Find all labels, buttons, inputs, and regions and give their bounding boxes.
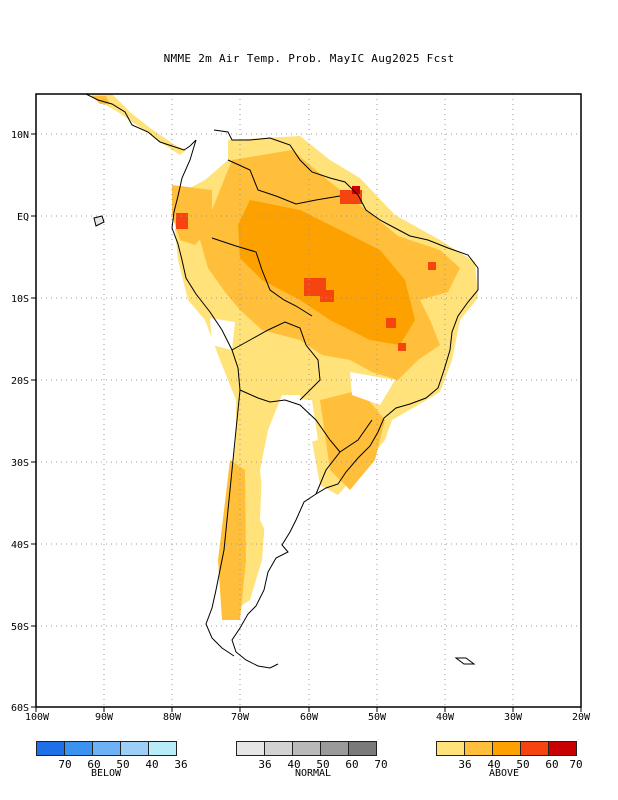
y-tick-label: EQ bbox=[17, 212, 29, 223]
x-tick-label: 60W bbox=[300, 712, 319, 723]
legend-swatch bbox=[236, 741, 265, 756]
x-tick-label: 20W bbox=[572, 712, 591, 723]
axis-ticks bbox=[31, 133, 582, 712]
x-tick-label: 30W bbox=[504, 712, 523, 723]
legend-tick: 70 bbox=[374, 758, 388, 771]
map-title: NMME 2m Air Temp. Prob. MayIC Aug2025 Fc… bbox=[163, 52, 455, 65]
legend-swatch bbox=[548, 741, 577, 756]
legend-tick: 60 bbox=[545, 758, 559, 771]
y-tick-label: 60S bbox=[11, 703, 29, 714]
falkland-islands bbox=[454, 657, 476, 665]
legend-tick: 50 bbox=[516, 758, 530, 771]
y-tick-label: 10S bbox=[11, 294, 29, 305]
legend-swatch bbox=[292, 741, 321, 756]
legend-swatch bbox=[348, 741, 377, 756]
legend-tick: 60 bbox=[87, 758, 101, 771]
legend-tick: 50 bbox=[316, 758, 330, 771]
legend-swatch bbox=[320, 741, 349, 756]
legend-swatch bbox=[436, 741, 465, 756]
legend-tick: 40 bbox=[487, 758, 501, 771]
legend-swatch bbox=[36, 741, 65, 756]
legend-swatch bbox=[264, 741, 293, 756]
x-tick-label: 80W bbox=[163, 712, 182, 723]
y-tick-label: 30S bbox=[11, 458, 29, 469]
x-tick-label: 40W bbox=[436, 712, 455, 723]
legend-below-colorbar bbox=[36, 741, 181, 756]
y-tick-label: 10N bbox=[11, 130, 29, 141]
legend-tick: 70 bbox=[58, 758, 72, 771]
legend-tick: 70 bbox=[569, 758, 583, 771]
y-tick-label: 50S bbox=[11, 622, 29, 633]
legend-tick: 60 bbox=[345, 758, 359, 771]
x-tick-label: 90W bbox=[95, 712, 114, 723]
legend-swatch bbox=[148, 741, 177, 756]
grid-lines bbox=[36, 94, 581, 707]
legend-tick: 36 bbox=[258, 758, 272, 771]
probability-shading bbox=[90, 94, 478, 620]
galapagos-islands bbox=[93, 215, 105, 227]
legend-tick: 50 bbox=[116, 758, 130, 771]
legend-above-label: ABOVE bbox=[488, 768, 520, 779]
legend-tick: 36 bbox=[458, 758, 472, 771]
legend-swatch bbox=[464, 741, 493, 756]
legend-tick: 40 bbox=[145, 758, 159, 771]
legend-below: 70 60 50 40 36 BELOW bbox=[36, 741, 188, 779]
legend-above: 36 40 50 60 70 ABOVE bbox=[436, 741, 583, 779]
x-tick-label: 70W bbox=[231, 712, 250, 723]
y-tick-label: 20S bbox=[11, 376, 29, 387]
legend-normal-colorbar bbox=[236, 741, 390, 756]
legend-swatch bbox=[92, 741, 121, 756]
x-tick-label: 50W bbox=[368, 712, 387, 723]
legend-tick: 40 bbox=[287, 758, 301, 771]
legend-above-colorbar bbox=[436, 741, 581, 756]
legend-swatch bbox=[492, 741, 521, 756]
x-tick-label: 100W bbox=[25, 712, 50, 723]
legend-swatch bbox=[120, 741, 149, 756]
y-tick-label: 40S bbox=[11, 540, 29, 551]
legend-tick: 36 bbox=[174, 758, 188, 771]
legend-normal-label: NORMAL bbox=[294, 768, 332, 779]
legend-normal: 36 40 50 60 70 NORMAL bbox=[236, 741, 390, 779]
legend-swatch bbox=[64, 741, 93, 756]
legend-below-label: BELOW bbox=[90, 768, 122, 779]
legend-swatch bbox=[520, 741, 549, 756]
coastlines bbox=[85, 94, 479, 669]
